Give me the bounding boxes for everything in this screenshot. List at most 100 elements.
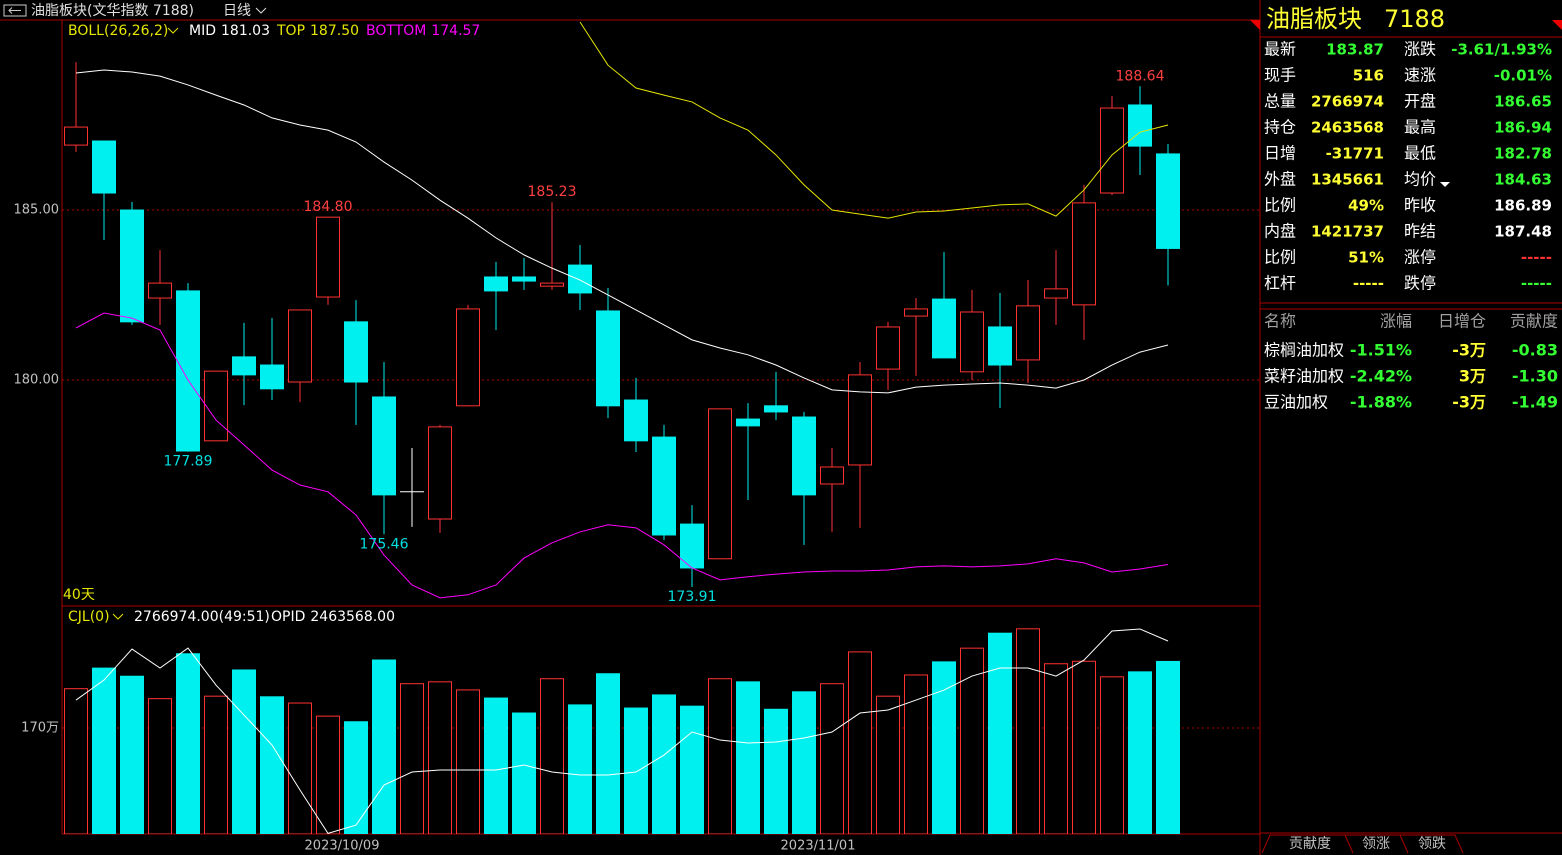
candle bbox=[372, 361, 396, 535]
x-tick-label: 2023/10/09 bbox=[305, 839, 380, 854]
volume-bar bbox=[764, 708, 788, 834]
volume-bar bbox=[792, 691, 816, 834]
legend-value: 2463568.00 bbox=[310, 609, 395, 625]
candle bbox=[1044, 250, 1068, 325]
quote-code: 7188 bbox=[1384, 5, 1445, 33]
quote-value: 182.78 bbox=[1494, 145, 1552, 163]
period-label: 40天 bbox=[63, 587, 95, 603]
quote-value: ----- bbox=[1521, 275, 1552, 293]
quote-value: 1421737 bbox=[1311, 223, 1384, 241]
candle bbox=[1072, 184, 1096, 340]
column-header: 日增仓 bbox=[1438, 312, 1486, 331]
indicator-name: BOLL(26,26,2) bbox=[68, 23, 168, 39]
column-header: 名称 bbox=[1264, 312, 1296, 331]
candle-body bbox=[316, 216, 340, 298]
candle bbox=[624, 377, 648, 453]
candle bbox=[932, 252, 956, 359]
back-icon[interactable] bbox=[3, 4, 27, 17]
legend-entry: 2766974.00(49:51) bbox=[134, 609, 270, 625]
candle bbox=[64, 62, 88, 152]
header-title: 油脂板块(文华指数 7188) bbox=[31, 3, 194, 19]
volume-bar bbox=[540, 678, 564, 834]
volume-bar bbox=[736, 681, 760, 834]
candle-body bbox=[848, 374, 872, 466]
candle bbox=[904, 298, 928, 376]
volume-bar bbox=[876, 695, 900, 834]
quote-label: 比例 bbox=[1264, 248, 1296, 267]
legend-name: MID bbox=[189, 23, 216, 39]
candle bbox=[484, 262, 508, 331]
quote-value: 186.94 bbox=[1494, 119, 1552, 137]
candle bbox=[148, 250, 172, 325]
candle bbox=[1156, 144, 1180, 286]
quote-label: 昨收 bbox=[1404, 196, 1436, 215]
candle-body bbox=[1016, 305, 1040, 361]
legend-value: 174.57 bbox=[431, 23, 480, 39]
y-tick-label: 185.00 bbox=[14, 203, 60, 218]
volume-bar bbox=[428, 681, 452, 834]
quote-label: 速涨 bbox=[1404, 66, 1436, 85]
candle-body bbox=[820, 466, 844, 485]
candle bbox=[820, 447, 844, 532]
dropdown-chevron bbox=[112, 613, 124, 620]
corner-mark bbox=[1552, 20, 1562, 30]
high-label: 185.23 bbox=[528, 184, 577, 200]
candle-body bbox=[708, 408, 732, 560]
quote-value: 516 bbox=[1353, 67, 1384, 85]
volume-bar bbox=[652, 694, 676, 834]
candle-body bbox=[904, 308, 928, 317]
component-cell: 3万 bbox=[1459, 367, 1486, 386]
low-label: 177.89 bbox=[164, 454, 213, 470]
candle-body bbox=[120, 209, 144, 323]
tab-border bbox=[1261, 834, 1354, 854]
boll-line bbox=[75, 312, 1169, 599]
legend-name: BOTTOM bbox=[366, 23, 426, 39]
candle bbox=[176, 283, 200, 452]
quote-label: 现手 bbox=[1264, 66, 1296, 85]
y-tick-label: 180.00 bbox=[14, 372, 60, 387]
quote-label: 总量 bbox=[1264, 92, 1296, 111]
quote-label: 内盘 bbox=[1264, 222, 1296, 241]
tab[interactable]: 领跌 bbox=[1418, 836, 1446, 852]
quote-value: -0.01% bbox=[1494, 67, 1552, 85]
candle bbox=[568, 245, 592, 310]
quote-value: -31771 bbox=[1326, 145, 1384, 163]
component-cell: 棕榈油加权 bbox=[1264, 341, 1344, 360]
volume-bar bbox=[120, 675, 144, 834]
high-label: 188.64 bbox=[1116, 68, 1165, 84]
quote-value: ----- bbox=[1353, 275, 1384, 293]
legend-value: 181.03 bbox=[221, 23, 270, 39]
high-label: 184.80 bbox=[304, 199, 353, 215]
dropdown-chevron[interactable] bbox=[255, 7, 267, 14]
legend-value: 187.50 bbox=[310, 23, 359, 39]
candle bbox=[988, 292, 1012, 408]
volume-bar bbox=[1072, 660, 1096, 834]
y-tick-label: 170万 bbox=[21, 720, 59, 735]
candle-body bbox=[148, 282, 172, 299]
quote-value: 2766974 bbox=[1311, 93, 1384, 111]
quote-label: 最新 bbox=[1264, 40, 1296, 59]
component-cell: -2.42% bbox=[1350, 367, 1412, 386]
quote-label: 昨结 bbox=[1404, 222, 1436, 241]
candle-body bbox=[624, 399, 648, 442]
candle bbox=[736, 403, 760, 500]
tab[interactable]: 贡献度 bbox=[1289, 836, 1331, 852]
candle bbox=[596, 287, 620, 419]
low-label: 173.91 bbox=[668, 589, 717, 605]
quote-value: 49% bbox=[1348, 197, 1384, 215]
candle-body bbox=[568, 264, 592, 294]
volume-bar bbox=[988, 632, 1012, 834]
quote-name: 油脂板块 bbox=[1266, 5, 1362, 33]
volume-bar bbox=[624, 707, 648, 834]
header-period[interactable]: 日线 bbox=[223, 3, 251, 19]
candle-body bbox=[176, 290, 200, 452]
quote-label: 涨停 bbox=[1404, 248, 1436, 267]
candle bbox=[708, 408, 732, 560]
legend-entry: TOP 187.50 bbox=[276, 23, 359, 39]
candle-body bbox=[428, 426, 452, 520]
legend-entry: OPID 2463568.00 bbox=[271, 609, 395, 625]
candle-body bbox=[288, 309, 312, 383]
tab[interactable]: 领涨 bbox=[1362, 836, 1390, 852]
volume-plot bbox=[64, 628, 1180, 834]
